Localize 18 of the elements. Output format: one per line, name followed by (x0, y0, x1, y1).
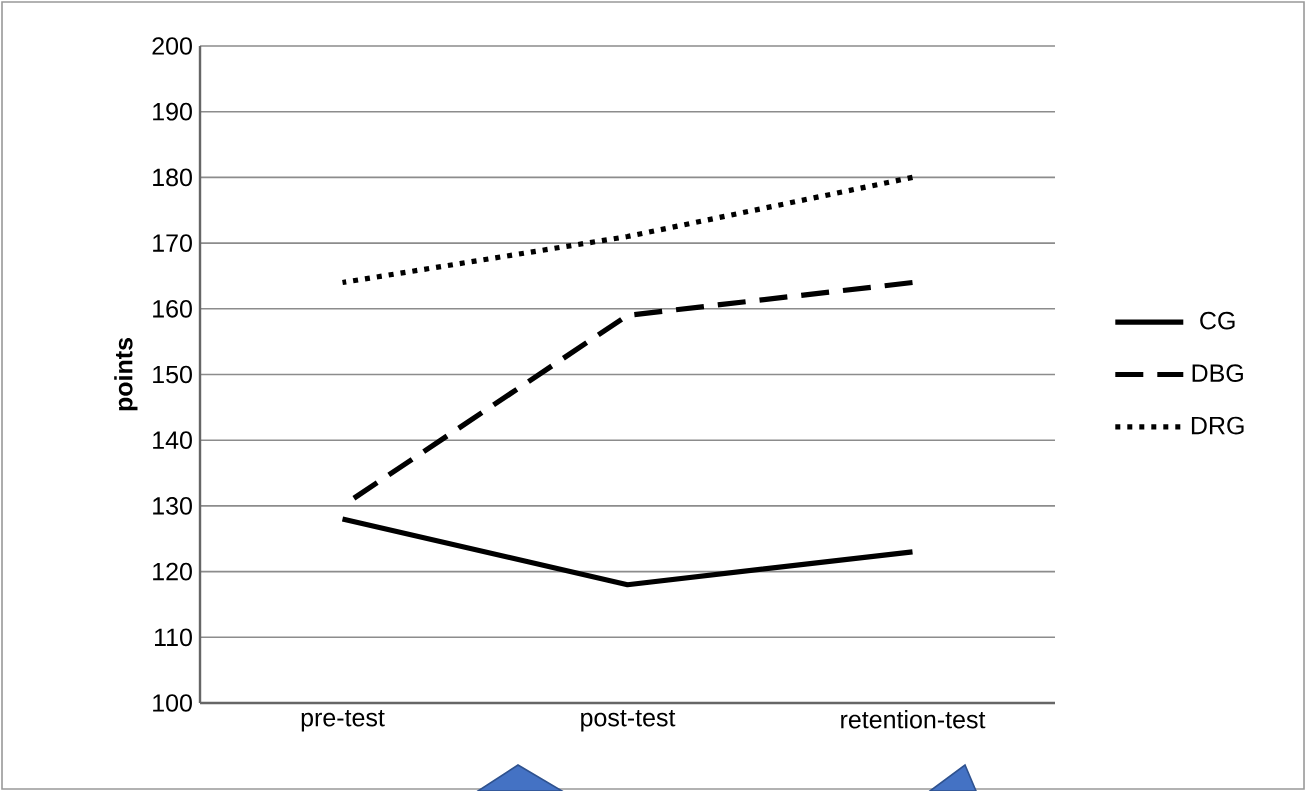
y-tick-label: 190 (153, 102, 192, 121)
y-tick-label: 150 (153, 365, 192, 384)
y-tick-label: 200 (152, 37, 192, 55)
y-tick-label: 130 (153, 497, 192, 515)
y-tick-label: 120 (153, 562, 192, 581)
y-tick-label: 160 (153, 299, 192, 318)
y-tick-label: 140 (153, 431, 192, 450)
y-tick-label: 170 (153, 234, 192, 252)
legend-label: DRG (1191, 416, 1244, 435)
y-axis-title: points (114, 337, 138, 411)
y-tick-label: 100 (153, 694, 192, 712)
y-tick-label: 110 (155, 628, 192, 647)
x-tick-label: post-test (581, 710, 676, 732)
legend-label: CG (1200, 311, 1235, 330)
y-tick-label: 180 (153, 168, 192, 187)
x-tick-label: retention-test (841, 710, 986, 729)
x-tick-label: pre-test (301, 710, 385, 732)
legend-label: DBG (1192, 364, 1243, 382)
